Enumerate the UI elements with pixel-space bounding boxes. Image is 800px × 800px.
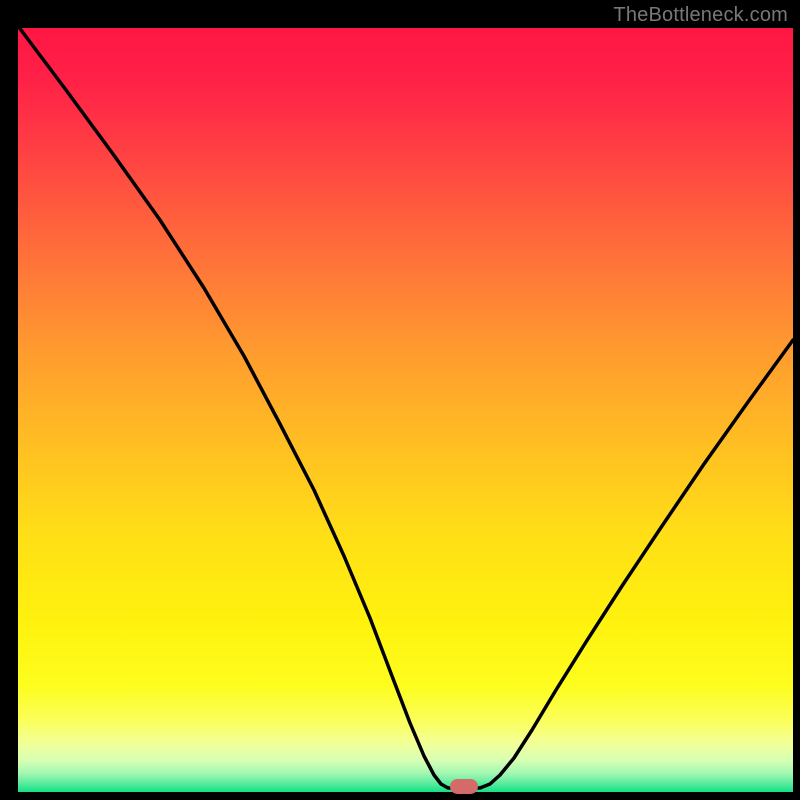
chart-frame: TheBottleneck.com [0, 0, 800, 800]
plot-area [18, 28, 793, 792]
attribution-text: TheBottleneck.com [613, 4, 788, 27]
optimum-marker [450, 779, 478, 794]
bottleneck-curve [18, 28, 793, 792]
